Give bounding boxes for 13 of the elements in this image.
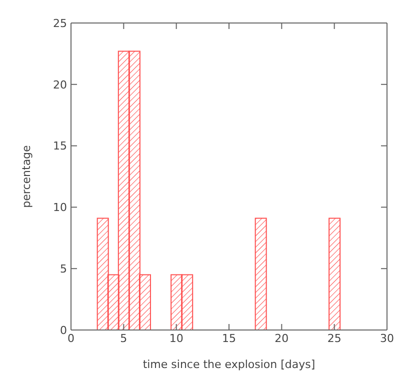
x-tick-label: 25 bbox=[327, 332, 342, 345]
x-axis-title: time since the explosion [days] bbox=[142, 358, 316, 371]
x-tick-label: 5 bbox=[120, 332, 128, 345]
y-axis-title: percentage bbox=[20, 144, 33, 208]
x-tick-label: 15 bbox=[222, 332, 236, 345]
x-tick-label: 10 bbox=[169, 332, 184, 345]
y-tick-label: 5 bbox=[60, 262, 67, 276]
y-tick-label: 25 bbox=[53, 16, 67, 30]
x-tick-label: 20 bbox=[274, 332, 289, 345]
y-tick-label: 10 bbox=[53, 201, 67, 214]
y-tick-label: 15 bbox=[53, 140, 67, 153]
x-tick-label: 30 bbox=[380, 332, 394, 345]
y-tick-label: 20 bbox=[53, 78, 67, 92]
